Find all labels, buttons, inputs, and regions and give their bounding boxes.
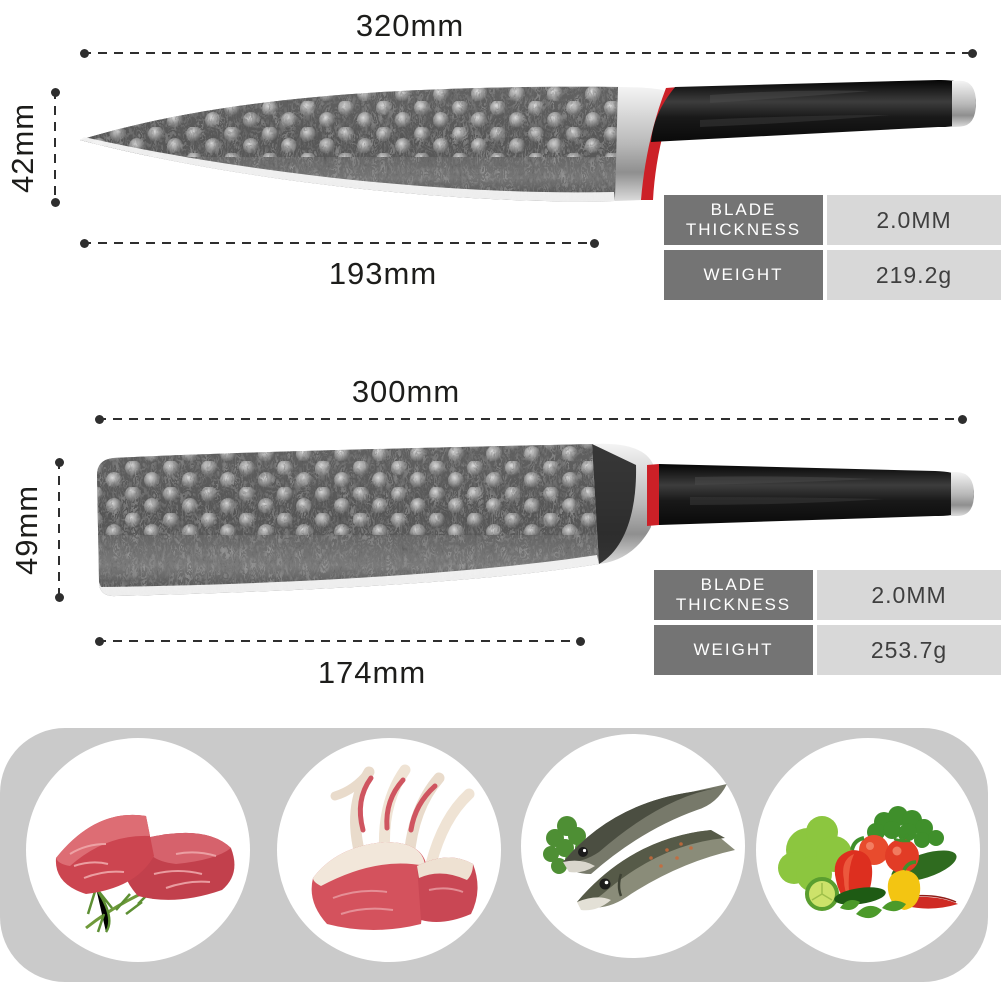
dimension-endpoint-dot xyxy=(95,414,104,424)
spec-label: WEIGHT xyxy=(664,250,823,300)
food-category-panel xyxy=(0,728,988,982)
spec-label-line1: BLADE xyxy=(710,200,777,220)
knife2-total-length-label: 300mm xyxy=(351,374,461,409)
chef-blade xyxy=(80,86,620,202)
knife2-spec-table: BLADE THICKNESS 2.0MM WEIGHT 253.7g xyxy=(654,570,1001,680)
knife1-spec-table: BLADE THICKNESS 2.0MM WEIGHT 219.2g xyxy=(664,195,1001,305)
knife2-blade-length-label: 174mm xyxy=(317,655,427,690)
spec-row-blade-thickness: BLADE THICKNESS 2.0MM xyxy=(654,570,1001,620)
knife1-total-length-line xyxy=(80,48,977,58)
spec-label-line2: THICKNESS xyxy=(685,220,802,239)
spec-value: 253.7g xyxy=(817,625,1001,675)
food-circle-fish xyxy=(521,734,745,958)
food-circle-vegetables xyxy=(756,738,980,962)
knife2-height-line xyxy=(54,458,64,602)
dimension-endpoint-dot xyxy=(50,88,60,97)
spec-label-line2: THICKNESS xyxy=(675,595,792,614)
dimension-endpoint-dot xyxy=(80,238,89,248)
beef-steak-icon xyxy=(55,814,235,933)
chef-knife-image xyxy=(80,79,976,202)
spec-label-line1: WEIGHT xyxy=(693,640,774,660)
dimension-endpoint-dot xyxy=(95,636,104,646)
spec-row-weight: WEIGHT 253.7g xyxy=(654,625,1001,675)
nakiri-knife-image xyxy=(97,443,974,597)
spec-label-line1: BLADE xyxy=(700,575,767,595)
lamb-rack-icon xyxy=(311,764,478,930)
dimension-endpoint-dot xyxy=(576,636,585,646)
chef-handle xyxy=(615,79,976,201)
dimension-endpoint-dot xyxy=(958,414,967,424)
knife2-blade-length-line xyxy=(95,636,585,646)
knife1-blade-length-label: 193mm xyxy=(328,256,438,291)
knife1-blade-length-line xyxy=(80,238,599,248)
spec-label: BLADE THICKNESS xyxy=(664,195,823,245)
food-circle-beef xyxy=(26,738,250,962)
spec-label: WEIGHT xyxy=(654,625,813,675)
fish-icon xyxy=(543,784,735,911)
spec-value: 219.2g xyxy=(827,250,1001,300)
knife1-total-length-label: 320mm xyxy=(355,8,465,43)
knife1-height-line xyxy=(50,88,60,207)
knife1-height-label: 42mm xyxy=(5,102,40,194)
dimension-endpoint-dot xyxy=(50,198,60,207)
spec-value: 2.0MM xyxy=(817,570,1001,620)
spec-row-weight: WEIGHT 219.2g xyxy=(664,250,1001,300)
dimension-endpoint-dot xyxy=(54,593,64,602)
spec-value: 2.0MM xyxy=(827,195,1001,245)
knife2-height-label: 49mm xyxy=(9,484,44,576)
nakiri-handle xyxy=(592,443,974,564)
knife2-total-length-line xyxy=(95,414,967,424)
spec-row-blade-thickness: BLADE THICKNESS 2.0MM xyxy=(664,195,1001,245)
food-circle-lamb xyxy=(277,738,501,962)
dimension-endpoint-dot xyxy=(968,48,977,58)
dimension-endpoint-dot xyxy=(590,238,599,248)
spec-label: BLADE THICKNESS xyxy=(654,570,813,620)
dimension-endpoint-dot xyxy=(80,48,89,58)
nakiri-blade xyxy=(97,444,599,597)
spec-label-line1: WEIGHT xyxy=(703,265,784,285)
vegetables-icon xyxy=(778,806,958,919)
dimension-endpoint-dot xyxy=(54,458,64,467)
